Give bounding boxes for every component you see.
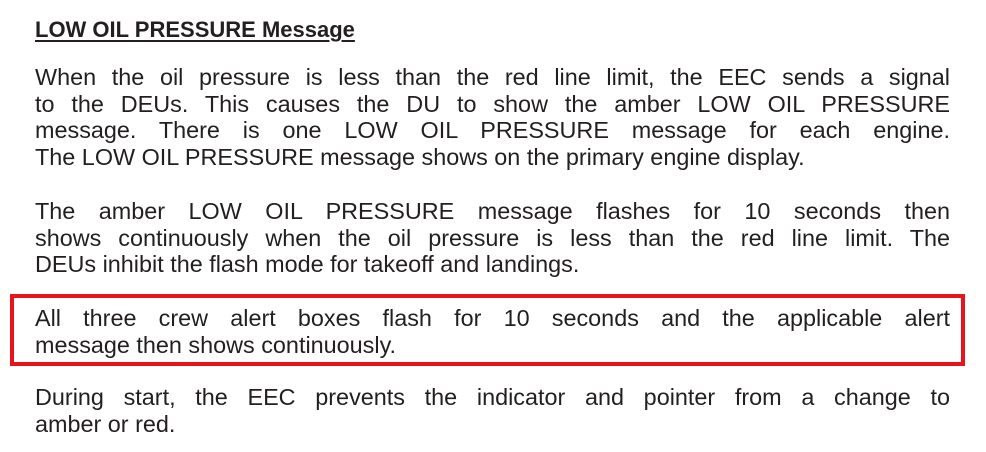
- paragraph-line: The LOW OIL PRESSURE message shows on th…: [35, 143, 805, 170]
- paragraph-line: All three crew alert boxes flash for 10 …: [35, 305, 950, 331]
- paragraph-line: message then shows continuously.: [35, 331, 397, 358]
- paragraph-line: shows continuously when the oil pressure…: [35, 224, 950, 251]
- paragraph-line: When the oil pressure is less than the r…: [35, 64, 950, 90]
- paragraph-line: to the DEUs. This causes the DU to show …: [35, 90, 950, 117]
- paragraph-line: message. There is one LOW OIL PRESSURE m…: [35, 117, 950, 143]
- paragraph-low-oil-pressure-signal: When the oil pressure is less than the r…: [35, 64, 950, 170]
- paragraph-line: DEUs inhibit the flash mode for takeoff …: [35, 251, 580, 277]
- highlight-box: [10, 294, 965, 366]
- paragraph-line: The amber LOW OIL PRESSURE message flash…: [35, 198, 950, 224]
- paragraph-line: During start, the EEC prevents the indic…: [35, 384, 950, 410]
- paragraph-flash-behavior: The amber LOW OIL PRESSURE message flash…: [35, 198, 950, 278]
- paragraph-start-behavior: During start, the EEC prevents the indic…: [35, 384, 950, 437]
- paragraph-crew-alert-boxes: All three crew alert boxes flash for 10 …: [35, 305, 950, 358]
- section-heading: LOW OIL PRESSURE Message: [35, 17, 355, 42]
- paragraph-line: amber or red.: [35, 410, 176, 437]
